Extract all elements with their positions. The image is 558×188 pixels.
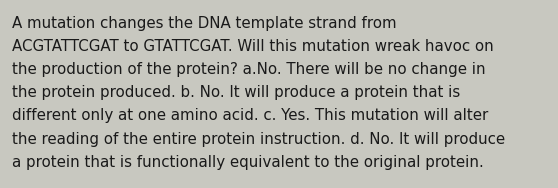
Text: ACGTATTCGAT to GTATTCGAT. Will this mutation wreak havoc on: ACGTATTCGAT to GTATTCGAT. Will this muta… [12, 39, 494, 54]
Text: the protein produced. b. No. It will produce a protein that is: the protein produced. b. No. It will pro… [12, 85, 460, 100]
Text: a protein that is functionally equivalent to the original protein.: a protein that is functionally equivalen… [12, 155, 484, 170]
Text: A mutation changes the DNA template strand from: A mutation changes the DNA template stra… [12, 16, 397, 31]
Text: the production of the protein? a.No. There will be no change in: the production of the protein? a.No. The… [12, 62, 486, 77]
Text: different only at one amino acid. c. Yes. This mutation will alter: different only at one amino acid. c. Yes… [12, 108, 488, 124]
Text: the reading of the entire protein instruction. d. No. It will produce: the reading of the entire protein instru… [12, 132, 506, 147]
